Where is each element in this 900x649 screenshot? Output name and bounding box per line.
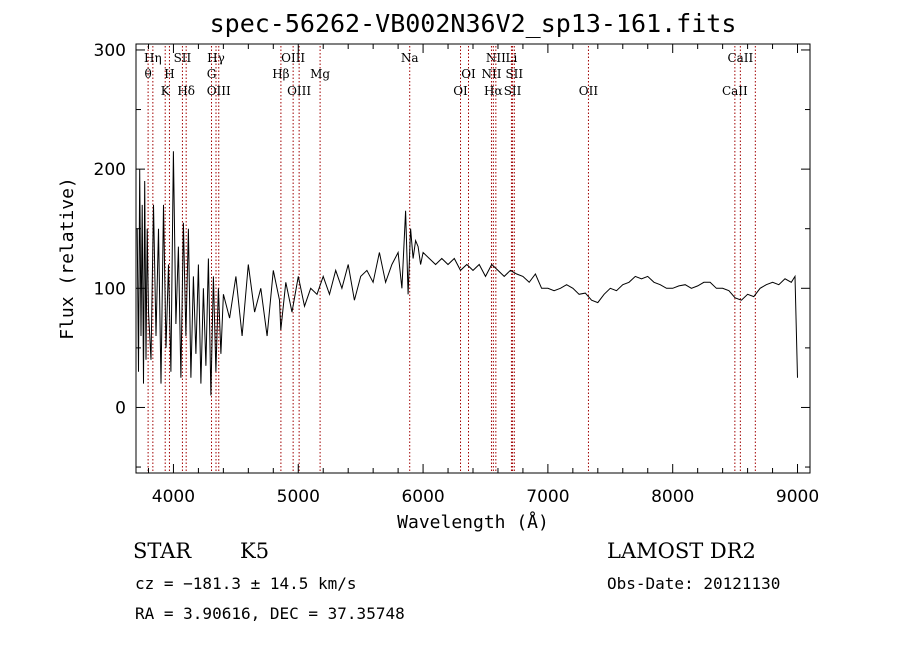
spectrum-line: [136, 151, 798, 396]
line-marker-label: Hδ: [177, 84, 195, 98]
line-marker-label: OIII: [207, 84, 231, 98]
line-marker-label: NII: [486, 51, 506, 65]
line-marker-label: OIII: [287, 84, 311, 98]
line-marker-label: CaII: [727, 51, 753, 65]
line-marker-label: Hα: [484, 84, 503, 98]
object-class: STAR: [133, 539, 192, 563]
x-tick-label: 7000: [526, 487, 569, 507]
line-marker-label: OI: [453, 84, 468, 98]
line-marker-label: K: [161, 84, 171, 98]
line-marker-label: Hβ: [272, 67, 289, 81]
chart-title: spec-56262-VB002N36V2_sp13-161.fits: [210, 9, 737, 38]
line-marker-label: OIII: [281, 51, 305, 65]
line-marker-label: CaII: [722, 84, 748, 98]
coordinates: RA = 3.90616, DEC = 37.35748: [135, 604, 405, 623]
line-marker-label: OI: [461, 67, 476, 81]
line-marker-label: Hη: [144, 51, 162, 65]
y-tick-label: 300: [94, 41, 126, 61]
survey-name: LAMOST DR2: [607, 539, 756, 563]
line-marker-label: H: [164, 67, 174, 81]
y-tick-label: 0: [115, 398, 126, 418]
line-marker-label: G: [207, 67, 217, 81]
y-tick-label: 100: [94, 279, 126, 299]
x-tick-label: 5000: [277, 487, 320, 507]
y-tick-label: 200: [94, 160, 126, 180]
line-marker-label: Mg: [310, 67, 330, 81]
line-marker-label: Na: [401, 51, 419, 65]
line-marker-label: θ: [144, 67, 151, 81]
plot-frame: [135, 43, 811, 474]
object-subclass: K5: [240, 539, 270, 563]
x-tick-label: 6000: [401, 487, 444, 507]
line-marker-label: SII: [174, 51, 192, 65]
y-axis-label: Flux (relative): [57, 177, 78, 340]
line-marker-label: OII: [579, 84, 599, 98]
line-marker-label: SII: [505, 67, 523, 81]
line-marker-label: NII: [481, 67, 501, 81]
x-tick-label: 9000: [776, 487, 819, 507]
redshift-velocity: cz = −181.3 ± 14.5 km/s: [135, 574, 357, 593]
x-tick-label: 8000: [651, 487, 694, 507]
observation-date: Obs-Date: 20121130: [607, 574, 781, 593]
x-tick-label: 4000: [152, 487, 195, 507]
x-axis-label: Wavelength (Å): [397, 511, 549, 533]
line-marker-label: Li: [506, 51, 518, 65]
line-marker-label: Hγ: [207, 51, 225, 65]
line-marker-label: SII: [504, 84, 522, 98]
